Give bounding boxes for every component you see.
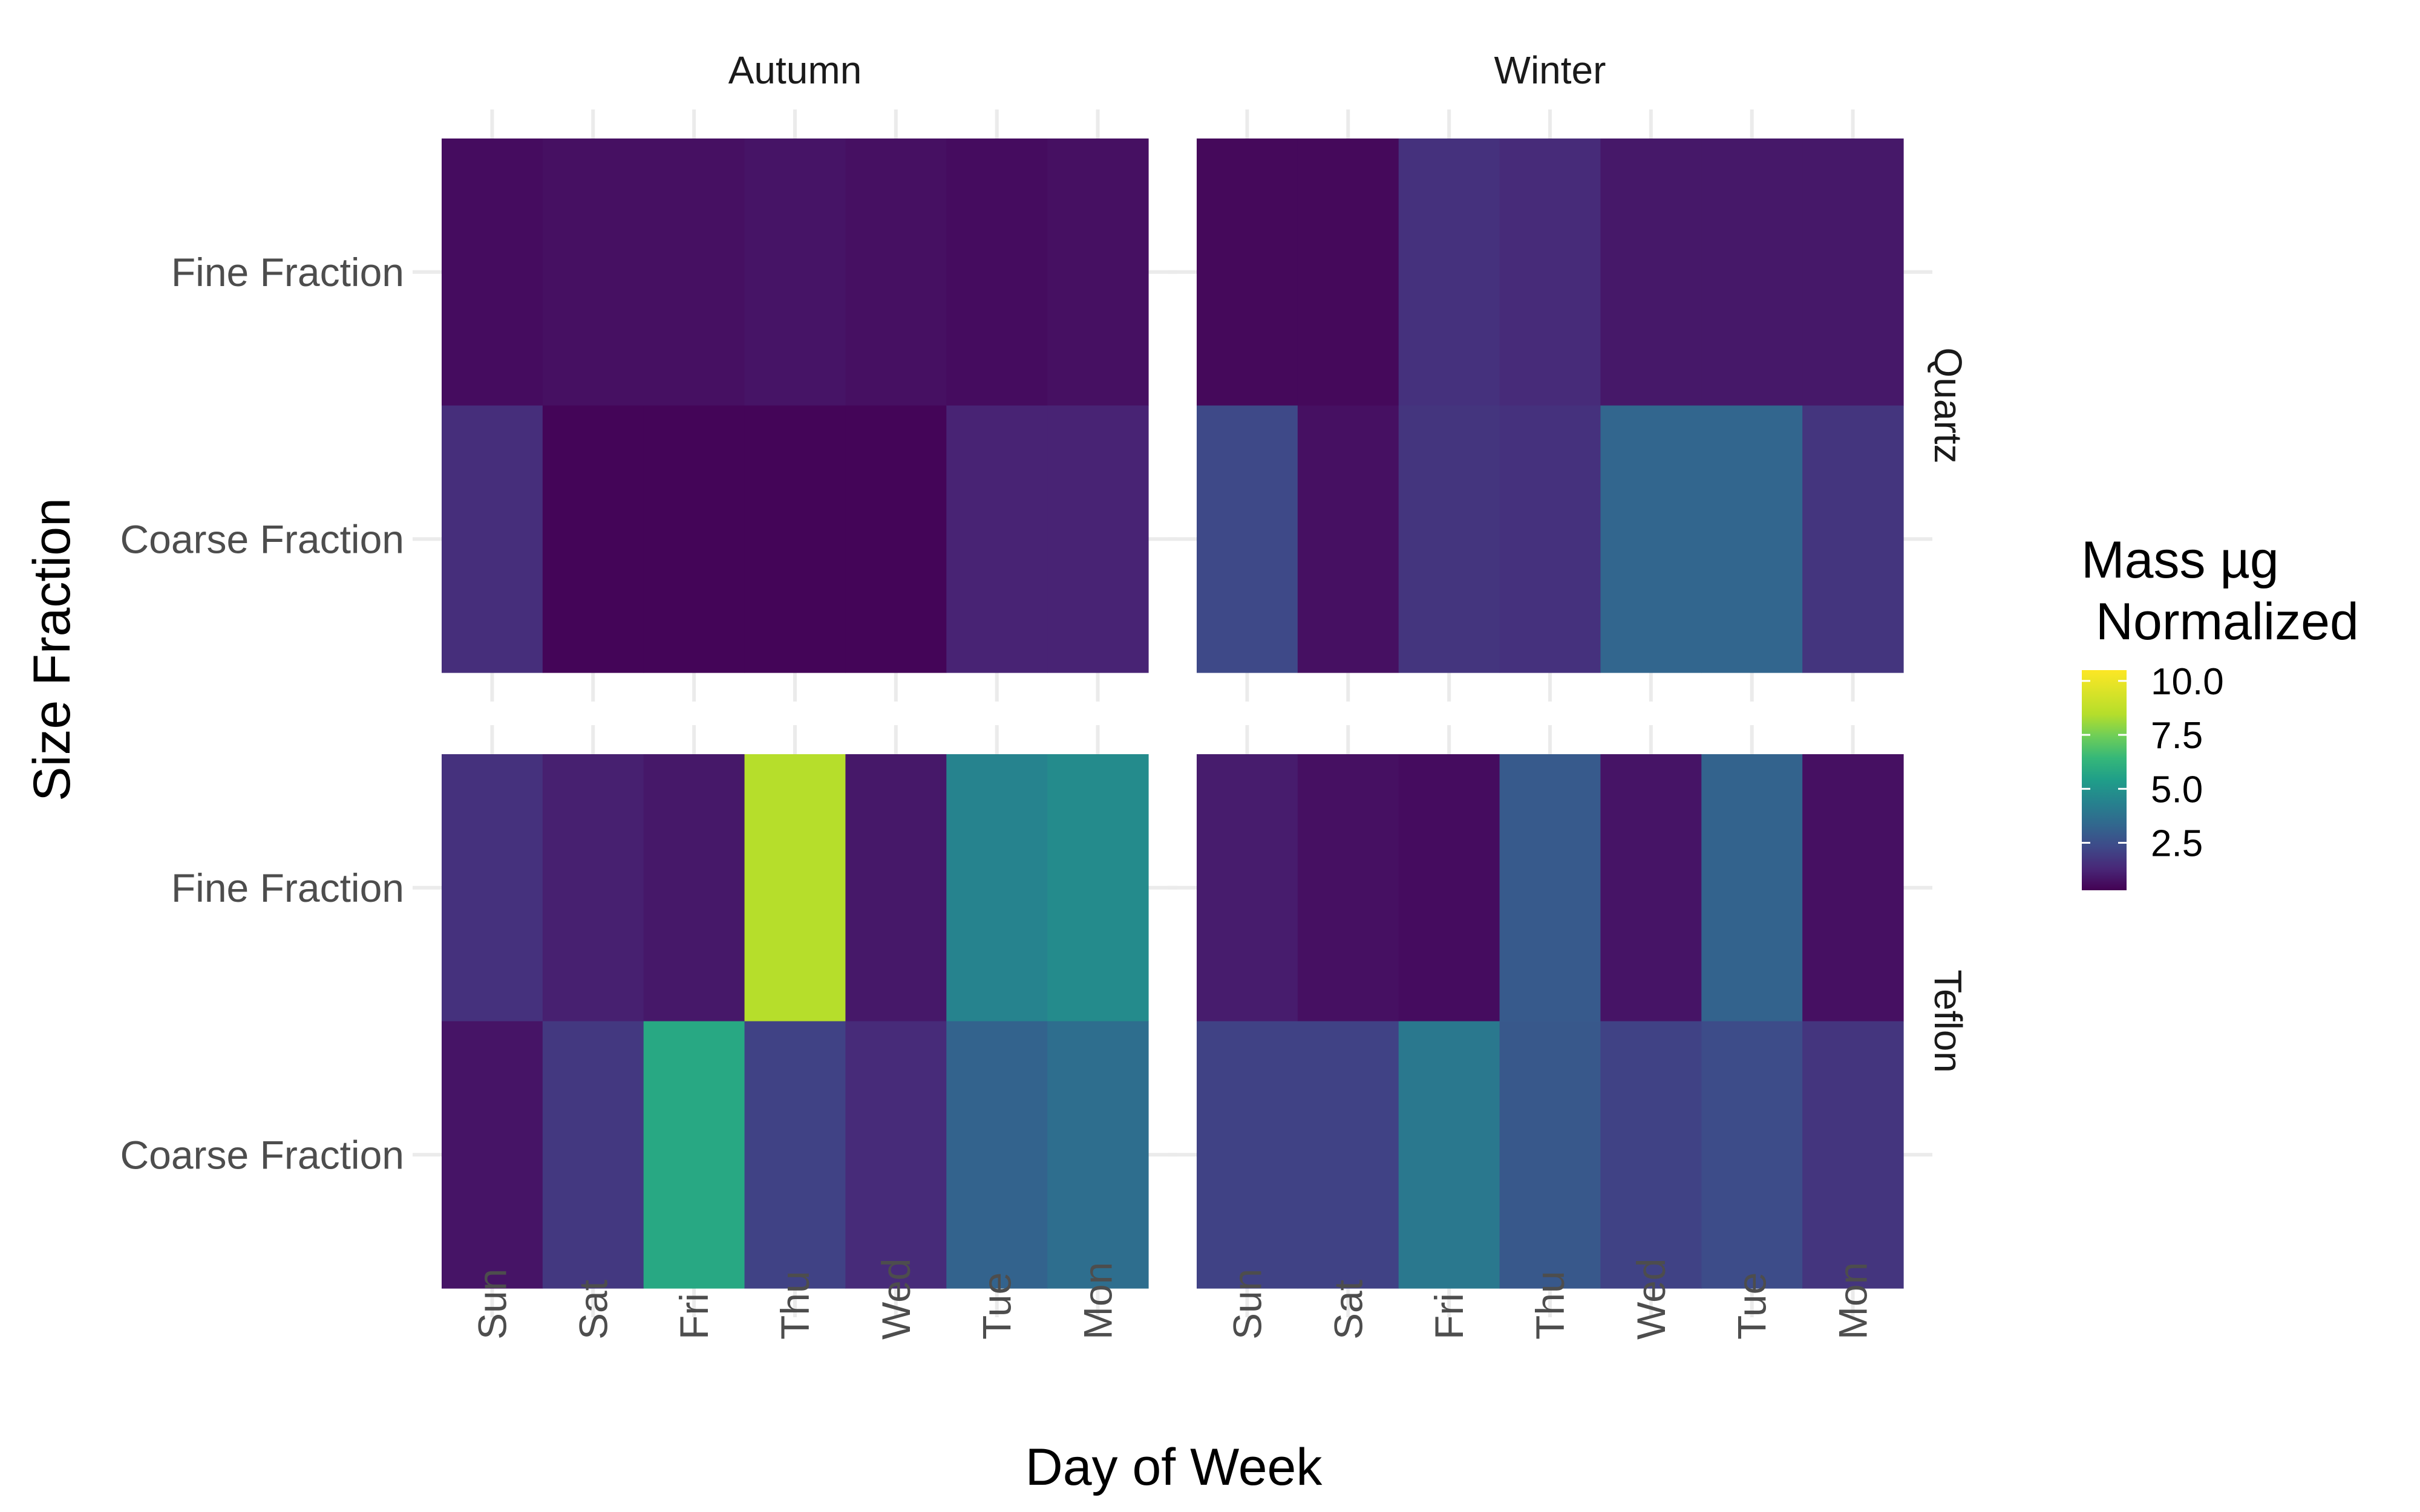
- tile-teflon-autumn-coarse-fraction-fri: [643, 1021, 745, 1289]
- y-tick-label: Fine Fraction: [171, 865, 404, 910]
- tile-teflon-autumn-coarse-fraction-wed: [845, 1021, 947, 1289]
- y-tick-label: Coarse Fraction: [120, 516, 404, 561]
- legend-colorbar: [2082, 670, 2127, 890]
- tile-quartz-winter-fine-fraction-thu: [1499, 138, 1601, 406]
- legend-ticks: 2.5 5.0 7.5 10.0: [2082, 661, 2224, 864]
- y-axis-title: Size Fraction: [23, 498, 81, 801]
- tile-quartz-winter-coarse-fraction-fri: [1398, 405, 1500, 673]
- tile-teflon-winter-coarse-fraction-sat: [1297, 1021, 1399, 1289]
- facet-title-teflon: Teflon: [1926, 969, 1970, 1073]
- tile-teflon-winter-fine-fraction-sun: [1197, 754, 1298, 1022]
- tile-quartz-autumn-fine-fraction-fri: [643, 138, 745, 406]
- tile-teflon-winter-fine-fraction-sat: [1297, 754, 1399, 1022]
- tile-teflon-autumn-coarse-fraction-tue: [946, 1021, 1048, 1289]
- heatmap-tiles: [442, 138, 1904, 1289]
- y-tick-label: Fine Fraction: [171, 250, 404, 295]
- x-tick-label: Mon: [1831, 1262, 1876, 1340]
- legend-tick-label: 7.5: [2151, 715, 2203, 757]
- x-axis-title: Day of Week: [1025, 1438, 1323, 1496]
- tile-teflon-autumn-coarse-fraction-sat: [542, 1021, 644, 1289]
- x-tick-label: Fri: [1427, 1293, 1471, 1340]
- legend-tick-label: 2.5: [2151, 823, 2203, 864]
- x-tick-labels: Sun Sat Fri Thu Wed Tue Mon Sun Sat Fri Thu Wed Tue M…: [469, 1258, 1875, 1340]
- tile-teflon-winter-fine-fraction-mon: [1802, 754, 1904, 1022]
- tile-teflon-autumn-coarse-fraction-mon: [1047, 1021, 1149, 1289]
- tile-quartz-winter-coarse-fraction-thu: [1499, 405, 1601, 673]
- tile-quartz-winter-fine-fraction-tue: [1701, 138, 1803, 406]
- tile-quartz-winter-fine-fraction-sat: [1297, 138, 1399, 406]
- tile-quartz-autumn-fine-fraction-tue: [946, 138, 1048, 406]
- color-legend: Mass µg Normalized 2.5 5.0 7.5 10.0: [2081, 531, 2359, 890]
- tile-quartz-winter-coarse-fraction-mon: [1802, 405, 1904, 673]
- facet-titles: Autumn Winter Quartz Teflon: [728, 48, 1970, 1073]
- x-tick-label: Sat: [1326, 1280, 1370, 1340]
- x-tick-label: Thu: [773, 1271, 817, 1340]
- legend-title-line-1: Mass µg: [2081, 531, 2279, 589]
- tile-teflon-winter-fine-fraction-tue: [1701, 754, 1803, 1022]
- tile-quartz-winter-fine-fraction-sun: [1197, 138, 1298, 406]
- legend-tick-label: 5.0: [2151, 769, 2203, 810]
- tile-teflon-autumn-fine-fraction-tue: [946, 754, 1048, 1022]
- x-tick-label: Mon: [1076, 1262, 1120, 1340]
- tile-quartz-autumn-fine-fraction-wed: [845, 138, 947, 406]
- tile-quartz-autumn-fine-fraction-sat: [542, 138, 644, 406]
- tile-quartz-autumn-fine-fraction-sun: [442, 138, 543, 406]
- x-tick-label: Tue: [1730, 1272, 1774, 1340]
- tile-teflon-autumn-fine-fraction-mon: [1047, 754, 1149, 1022]
- tile-teflon-autumn-fine-fraction-thu: [744, 754, 846, 1022]
- tile-teflon-winter-fine-fraction-thu: [1499, 754, 1601, 1022]
- x-tick-label: Tue: [975, 1272, 1019, 1340]
- y-tick-labels: Fine Fraction Coarse Fraction Fine Fractio…: [120, 250, 404, 1178]
- tile-teflon-autumn-coarse-fraction-thu: [744, 1021, 846, 1289]
- tile-teflon-autumn-fine-fraction-sat: [542, 754, 644, 1022]
- facet-title-quartz: Quartz: [1926, 347, 1970, 463]
- tile-quartz-autumn-coarse-fraction-tue: [946, 405, 1048, 673]
- tile-teflon-winter-coarse-fraction-mon: [1802, 1021, 1904, 1289]
- legend-title-line-2: Normalized: [2081, 593, 2359, 651]
- tile-teflon-winter-coarse-fraction-sun: [1197, 1021, 1298, 1289]
- tile-quartz-winter-fine-fraction-fri: [1398, 138, 1500, 406]
- tile-quartz-autumn-coarse-fraction-thu: [744, 405, 846, 673]
- tile-quartz-autumn-coarse-fraction-fri: [643, 405, 745, 673]
- tile-quartz-autumn-coarse-fraction-wed: [845, 405, 947, 673]
- tile-quartz-autumn-coarse-fraction-sat: [542, 405, 644, 673]
- y-tick-label: Coarse Fraction: [120, 1132, 404, 1177]
- tile-teflon-winter-coarse-fraction-tue: [1701, 1021, 1803, 1289]
- legend-tick-label: 10.0: [2151, 661, 2224, 703]
- x-tick-label: Sat: [571, 1280, 615, 1340]
- tile-teflon-winter-fine-fraction-fri: [1398, 754, 1500, 1022]
- facet-title-autumn: Autumn: [728, 48, 862, 92]
- x-tick-label: Wed: [874, 1258, 918, 1340]
- tile-quartz-autumn-coarse-fraction-mon: [1047, 405, 1149, 673]
- tile-quartz-winter-coarse-fraction-sat: [1297, 405, 1399, 673]
- x-tick-label: Sun: [469, 1269, 514, 1340]
- tile-teflon-winter-coarse-fraction-wed: [1600, 1021, 1702, 1289]
- x-tick-label: Sun: [1225, 1269, 1269, 1340]
- x-tick-label: Fri: [672, 1293, 716, 1340]
- x-tick-label: Wed: [1629, 1258, 1673, 1340]
- x-tick-label: Thu: [1528, 1271, 1572, 1340]
- tile-teflon-autumn-fine-fraction-wed: [845, 754, 947, 1022]
- tile-quartz-winter-fine-fraction-wed: [1600, 138, 1702, 406]
- tile-quartz-winter-coarse-fraction-sun: [1197, 405, 1298, 673]
- tile-teflon-winter-coarse-fraction-fri: [1398, 1021, 1500, 1289]
- tile-teflon-winter-fine-fraction-wed: [1600, 754, 1702, 1022]
- tile-teflon-winter-coarse-fraction-thu: [1499, 1021, 1601, 1289]
- tile-quartz-autumn-fine-fraction-mon: [1047, 138, 1149, 406]
- tile-quartz-winter-coarse-fraction-wed: [1600, 405, 1702, 673]
- facet-title-winter: Winter: [1494, 48, 1606, 92]
- tile-quartz-winter-coarse-fraction-tue: [1701, 405, 1803, 673]
- tile-quartz-autumn-fine-fraction-thu: [744, 138, 846, 406]
- tile-quartz-autumn-coarse-fraction-sun: [442, 405, 543, 673]
- tile-teflon-autumn-coarse-fraction-sun: [442, 1021, 543, 1289]
- tile-quartz-winter-fine-fraction-mon: [1802, 138, 1904, 406]
- tile-teflon-autumn-fine-fraction-sun: [442, 754, 543, 1022]
- tile-teflon-autumn-fine-fraction-fri: [643, 754, 745, 1022]
